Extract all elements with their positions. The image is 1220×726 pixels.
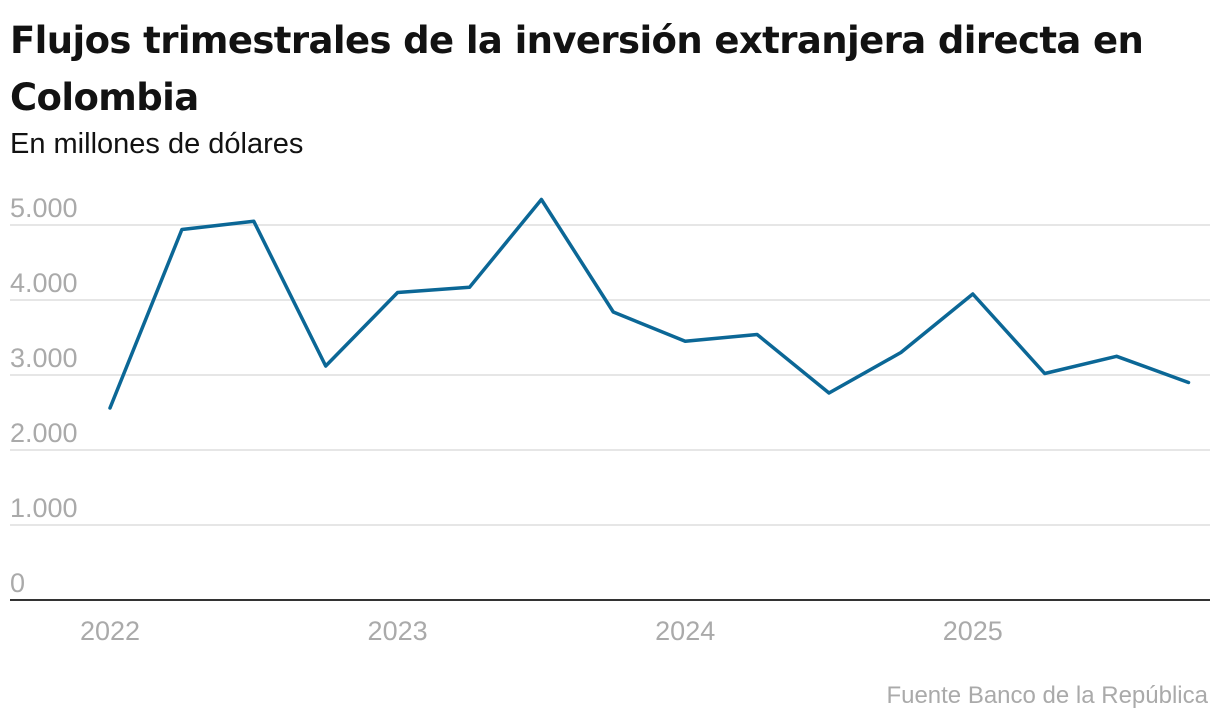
series-line: [108, 197, 1191, 410]
chart-subtitle: En millones de dólares: [10, 128, 304, 160]
y-tick-label: 2.000: [10, 418, 78, 448]
y-tick-label: 5.000: [10, 193, 78, 223]
chart-title: Flujos trimestrales de la inversión extr…: [10, 19, 1144, 119]
x-tick-label: 2023: [368, 616, 428, 646]
x-tick-label: 2025: [943, 616, 1003, 646]
y-tick-label: 1.000: [10, 493, 78, 523]
y-tick-label: 0: [10, 568, 25, 598]
line-chart: 0 1.000 2.000 3.000 4.000 5.000 2022 2023 2024 20…: [10, 193, 1210, 646]
y-tick-label: 4.000: [10, 268, 78, 298]
source-note: Fuente Banco de la República: [886, 682, 1208, 709]
x-tick-label: 2022: [80, 616, 140, 646]
y-tick-label: 3.000: [10, 343, 78, 373]
x-tick-label: 2024: [655, 616, 715, 646]
